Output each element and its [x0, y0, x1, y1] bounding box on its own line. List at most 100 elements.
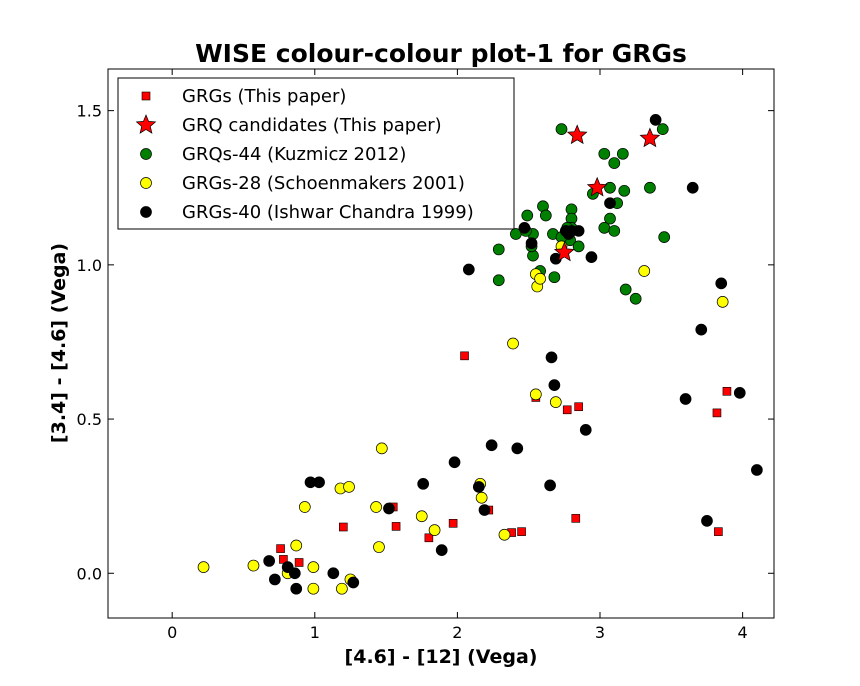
data-point-circle	[544, 479, 556, 492]
data-point-circle	[492, 243, 505, 256]
data-point-circle	[686, 181, 699, 194]
data-point-square	[712, 408, 722, 418]
y-tick-label: 0.5	[77, 410, 102, 429]
data-point-circle	[608, 225, 621, 237]
x-tick-label: 0	[167, 623, 177, 642]
data-point-square	[391, 522, 401, 531]
data-point-circle	[598, 221, 611, 234]
data-point-star	[553, 241, 575, 262]
data-point-circle	[555, 123, 568, 135]
data-point-circle	[619, 283, 632, 296]
data-point-circle	[525, 237, 538, 250]
y-axis: 0.0 0.5 1.0 1.5	[77, 102, 774, 583]
y-axis-title: [3.4] - [4.6] (Vega)	[48, 243, 70, 443]
data-point-circle	[475, 491, 488, 504]
data-point-circle	[462, 263, 475, 276]
data-point-circle	[263, 555, 276, 567]
data-point-circle	[658, 231, 671, 243]
data-point-circle	[290, 582, 303, 595]
chart-title: WISE colour-colour plot-1 for GRGs	[195, 39, 687, 68]
data-point-circle	[751, 464, 763, 476]
legend-marker	[140, 177, 152, 189]
data-point-circle	[733, 386, 746, 399]
data-point-square	[714, 527, 723, 536]
legend-box	[117, 77, 515, 230]
data-point-circle	[545, 351, 558, 364]
data-point-square	[460, 351, 469, 361]
data-point-square	[424, 533, 434, 543]
data-point-square	[722, 387, 732, 396]
data-point-star	[586, 176, 608, 197]
legend-label: GRGs-28 (Schoenmakers 2001)	[182, 173, 465, 194]
data-point-star	[639, 127, 661, 148]
data-point-square	[574, 402, 583, 412]
data-point-circle	[548, 379, 561, 391]
legend: GRGs (This paper) GRQ candidates (This pa…	[117, 77, 515, 230]
x-tick-label: 2	[452, 623, 462, 642]
data-point-star	[566, 124, 588, 145]
data-point-square	[448, 519, 458, 528]
data-point-circle	[548, 271, 561, 284]
data-point-circle	[336, 582, 348, 595]
data-point-circle	[716, 296, 729, 308]
data-point-square	[294, 558, 304, 567]
data-point-circle	[298, 501, 311, 513]
data-point-circle	[375, 442, 388, 455]
legend-marker	[135, 114, 157, 134]
data-point-circle	[507, 337, 519, 350]
data-point-square	[562, 405, 572, 415]
data-point-circle	[539, 209, 552, 222]
data-point-circle	[343, 481, 355, 493]
data-point-circle	[604, 197, 616, 210]
data-point-square	[571, 514, 581, 523]
data-point-circle	[383, 502, 395, 515]
data-point-circle	[679, 393, 692, 405]
data-point-circle	[492, 274, 505, 287]
x-axis: 0 1 2 3 4	[167, 69, 748, 642]
data-point-circle	[534, 272, 546, 285]
data-point-circle	[197, 561, 210, 573]
legend-marker	[141, 91, 151, 101]
data-point-circle	[290, 539, 303, 552]
y-tick-label: 1.0	[77, 256, 102, 275]
data-point-circle	[616, 147, 629, 160]
data-point-circle	[529, 388, 542, 401]
data-point-circle	[715, 277, 728, 290]
data-point-circle	[428, 524, 441, 536]
data-point-circle	[327, 567, 340, 580]
data-point-circle	[649, 114, 662, 126]
legend-marker	[140, 148, 152, 160]
legend-label: GRQs-44 (Kuzmicz 2012)	[182, 144, 406, 165]
x-axis-title: [4.6] - [12] (Vega)	[345, 646, 538, 668]
data-point-circle	[307, 582, 320, 595]
y-tick-label: 0.0	[77, 564, 102, 583]
data-point-circle	[572, 240, 585, 253]
data-point-circle	[307, 561, 320, 573]
data-point-circle	[521, 209, 534, 222]
data-point-circle	[618, 184, 631, 197]
data-point-circle	[604, 212, 616, 225]
data-point-circle	[478, 504, 491, 516]
data-point-square	[517, 527, 526, 536]
data-point-circle	[485, 439, 498, 452]
data-point-circle	[579, 424, 592, 436]
data-point-circle	[269, 573, 281, 586]
data-point-circle	[247, 559, 260, 572]
data-point-circle	[701, 514, 713, 527]
legend-marker	[140, 206, 152, 218]
data-point-circle	[511, 442, 524, 455]
data-point-square	[339, 522, 348, 532]
data-point-circle	[549, 396, 562, 408]
data-point-circle	[415, 510, 428, 523]
data-point-circle	[498, 528, 511, 541]
data-point-circle	[448, 456, 461, 469]
data-point-circle	[417, 477, 430, 490]
data-point-circle	[656, 123, 669, 135]
x-tick-label: 1	[310, 623, 320, 642]
data-point-circle	[695, 323, 708, 336]
data-point-circle	[638, 265, 651, 277]
data-point-circle	[518, 221, 531, 234]
legend-label: GRGs (This paper)	[182, 86, 346, 107]
data-point-circle	[373, 541, 385, 553]
